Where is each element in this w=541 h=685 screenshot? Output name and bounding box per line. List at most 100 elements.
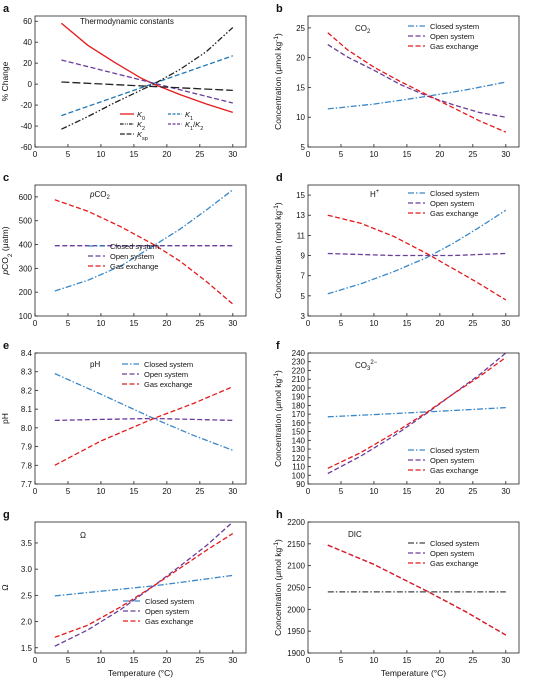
x-tick-label: 10 (96, 487, 105, 496)
x-tick-label: 30 (228, 319, 237, 328)
legend-label: Open system (430, 32, 474, 41)
x-tick-label: 15 (129, 656, 138, 665)
y-tick-label: 2150 (287, 540, 305, 549)
x-tick-label: 30 (501, 319, 510, 328)
x-tick-label: 20 (162, 656, 171, 665)
y-tick-label: 13 (296, 211, 305, 220)
y-tick-label: 600 (19, 193, 33, 202)
legend-label: Closed system (430, 539, 479, 548)
legend-label: Ksp (137, 130, 148, 142)
x-tick-label: 25 (195, 487, 204, 496)
legend-label: Gas exchange (430, 42, 478, 51)
y-tick-label: 7.8 (21, 461, 33, 470)
series-line-open-system (327, 544, 507, 636)
legend-label: Gas exchange (144, 380, 192, 389)
plot-frame (307, 184, 520, 317)
x-tick-label: 30 (501, 487, 510, 496)
plot-frame (307, 521, 520, 654)
series-line-open-system (54, 417, 233, 422)
y-tick-label: 110 (292, 463, 305, 472)
x-tick-label: 15 (402, 656, 411, 665)
series-line-gas-exchange (54, 199, 234, 305)
y-tick-label: 2.0 (21, 618, 33, 627)
plot-frame (307, 15, 520, 148)
y-tick-label: 200 (292, 384, 306, 393)
y-tick-label: 60 (23, 17, 32, 26)
y-axis-label: Ω (0, 584, 10, 590)
y-tick-label: 300 (19, 264, 33, 273)
panel-f: f0 5 10 15 20 25 30901001101201301401501601701… (273, 340, 520, 496)
panel-e: e 0 5 10 15 20 25 30 7.7 7.8 7.9 8.0 8.1 8.2 8.3 8.4 pH p… (0, 340, 247, 496)
y-tick-label: 1.5 (21, 644, 33, 653)
panel-title: DIC (348, 530, 362, 539)
panel-letter: b (276, 3, 283, 15)
panel-letter: h (276, 509, 283, 521)
x-tick-label: 5 (66, 150, 71, 159)
x-tick-label: 15 (402, 150, 411, 159)
series-line-closed-system (327, 209, 507, 295)
x-tick-label: 25 (195, 319, 204, 328)
series-line-k0 (60, 22, 233, 114)
y-tick-label: 7.9 (21, 443, 33, 452)
legend-label: Closed system (145, 597, 194, 606)
y-tick-label: 8.3 (21, 368, 33, 377)
legend-label: Closed system (430, 22, 479, 31)
series-line-closed-system (327, 81, 506, 110)
panel-letter: c (3, 172, 9, 184)
y-tick-label: 190 (292, 393, 306, 402)
y-tick-label: 8.4 (21, 349, 33, 358)
legend-label: Open system (430, 199, 474, 208)
x-tick-label: 20 (162, 319, 171, 328)
y-tick-label: 20 (296, 54, 305, 63)
x-tick-label: 25 (468, 319, 477, 328)
panel-letter: a (3, 3, 10, 15)
x-tick-label: 10 (96, 150, 105, 159)
y-tick-label: 5 (301, 292, 306, 301)
y-tick-label: 160 (292, 419, 306, 428)
x-tick-label: 25 (468, 656, 477, 665)
y-tick-label: 7 (301, 272, 306, 281)
y-tick-label: 11 (297, 231, 306, 240)
x-tick-label: 5 (339, 487, 344, 496)
y-axis-label: Concentration (μmol kg-1) (273, 370, 284, 467)
x-tick-label: 5 (66, 319, 71, 328)
x-tick-label: 10 (96, 656, 105, 665)
series-line-k1 (61, 55, 234, 117)
legend-label: Closed system (144, 360, 193, 369)
x-tick-label: 0 (33, 150, 38, 159)
panel-c: c 0 5 10 15 20 25 30 100 200 300 400 500 600 pCO2 (μat… (0, 172, 247, 328)
y-tick-label: -40 (20, 122, 32, 131)
legend-label: Open system (110, 252, 154, 261)
series-line-open-system (327, 353, 507, 475)
y-axis-label: Concentration (nmol kg-1) (273, 202, 284, 299)
y-tick-label: 9 (301, 252, 306, 261)
y-tick-label: 15 (296, 191, 305, 200)
y-tick-label: 130 (292, 445, 306, 454)
y-tick-label: 3.5 (21, 539, 33, 548)
x-tick-label: 10 (369, 656, 378, 665)
y-tick-label: 40 (23, 38, 32, 47)
y-tick-label: 2200 (287, 518, 305, 527)
y-tick-label: 230 (292, 358, 306, 367)
y-tick-label: 7.7 (21, 480, 33, 489)
panel-title: Thermodynamic constants (80, 17, 174, 26)
x-tick-label: 30 (501, 150, 510, 159)
x-tick-label: 20 (162, 487, 171, 496)
x-tick-label: 25 (468, 150, 477, 159)
y-tick-label: 170 (292, 410, 306, 419)
x-tick-label: 0 (306, 319, 311, 328)
y-tick-label: 5 (301, 143, 306, 152)
legend-label: Open system (430, 549, 474, 558)
x-tick-label: 10 (96, 319, 105, 328)
y-axis-label: Concentration (μmol kg-1) (273, 33, 284, 130)
x-axis-label: Temperature (°C) (108, 668, 173, 678)
plot-frame (34, 184, 247, 317)
y-tick-label: -60 (20, 143, 32, 152)
x-tick-label: 20 (435, 150, 444, 159)
series-line-gas-exchange (54, 532, 234, 638)
series-line-open-system (327, 252, 506, 257)
x-tick-label: 15 (129, 319, 138, 328)
